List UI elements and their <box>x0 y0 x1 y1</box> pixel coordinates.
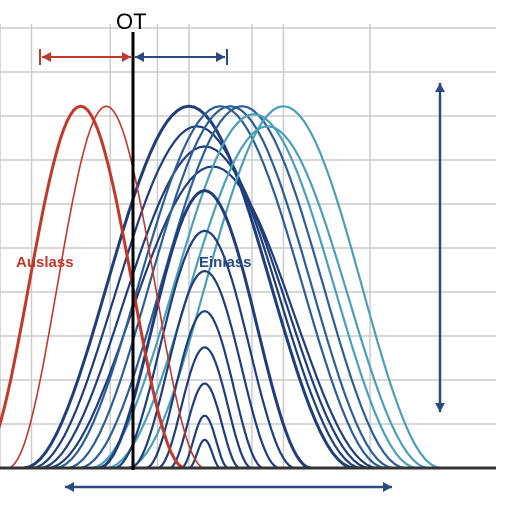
intake-curves <box>23 104 442 470</box>
arrows <box>39 49 445 492</box>
intake-curve <box>188 438 221 470</box>
intake-curve <box>169 382 241 470</box>
exhaust-curve <box>7 105 205 469</box>
timing-range-arrow <box>65 482 392 492</box>
intake-curve <box>39 145 371 470</box>
intake-overlap-arrow <box>135 52 225 62</box>
intake-label: Einlass <box>199 254 252 271</box>
intake-curve <box>145 310 264 470</box>
intake-curve <box>66 105 394 470</box>
grid <box>0 24 496 469</box>
tdc-label: OT <box>116 9 147 34</box>
intake-curve <box>54 105 386 470</box>
intake-curve <box>98 189 312 470</box>
intake-curve <box>106 125 430 470</box>
exhaust-curves <box>0 104 205 470</box>
lift-range-arrow <box>435 83 445 412</box>
exhaust-curve <box>0 104 186 470</box>
intake-curve <box>90 113 418 470</box>
exhaust-label: Auslass <box>16 254 74 271</box>
intake-curve <box>180 414 229 470</box>
intake-curve <box>129 269 280 470</box>
intake-curve <box>23 104 355 470</box>
intake-curve <box>113 229 296 470</box>
intake-curve <box>157 346 253 470</box>
exhaust-overlap-arrow <box>42 52 131 62</box>
